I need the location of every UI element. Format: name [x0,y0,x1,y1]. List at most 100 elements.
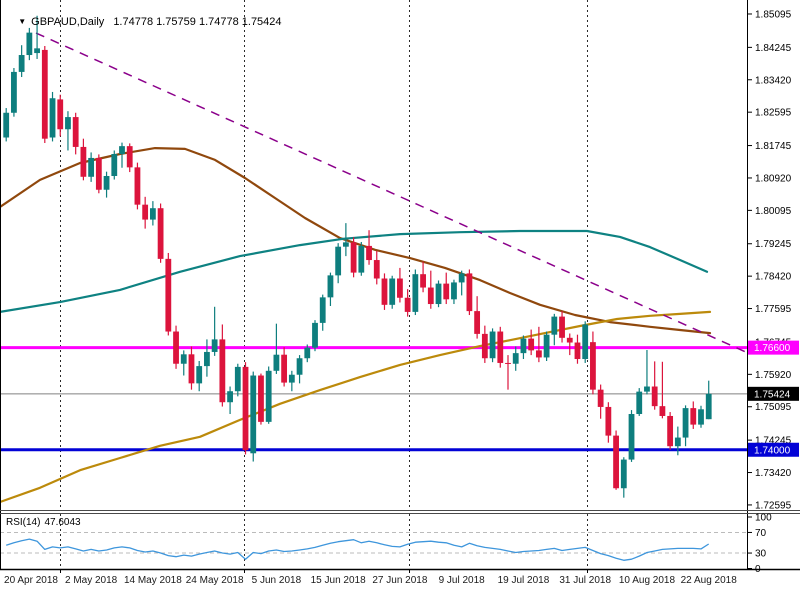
candle-bear [142,204,149,220]
candle-bull [149,208,156,220]
candle-bull [319,297,326,323]
ma-gold-line [0,310,712,504]
candle-bull [119,146,125,155]
candle-bull [296,358,303,375]
chart-title: ▼ GBPAUD,Daily 1.74778 1.75759 1.74778 1.7… [6,4,281,40]
candle-bear [590,342,596,390]
price-tag-label: 1.74000 [754,445,791,456]
candle-bull [458,273,465,283]
ma-teal-line [0,229,709,313]
symbol-dropdown-icon[interactable]: ▼ [18,17,27,26]
price-tick-label: 1.75920 [755,370,792,381]
candle-bear [397,278,403,298]
price-tick-label: 1.85095 [755,9,792,20]
date-label: 5 Jun 2018 [252,575,302,586]
candle-bull [698,409,704,425]
candle-bear [350,242,357,273]
candle-bear [165,258,172,332]
candle-bear [427,287,434,305]
candle-bull [227,391,233,403]
candle-bull [18,55,25,72]
rsi-tick-label: 70 [755,528,767,539]
price-tick-label: 1.83420 [755,75,792,86]
price-tick-label: 1.72595 [755,500,792,511]
date-label: 2 May 2018 [65,575,118,586]
candle-bear [528,338,535,351]
candle-bear [157,208,164,259]
candle-bull [551,316,558,335]
candle-bear [651,386,658,407]
candle-bull [88,157,95,177]
price-tick-label: 1.80095 [755,206,792,217]
candle-bear [574,342,581,360]
candle-bull [628,414,635,460]
candle-bear [134,167,141,205]
rsi-tick-label: 30 [755,549,767,560]
symbol-timeframe-label: GBPAUD,Daily [31,16,105,28]
candle-bull [644,386,650,392]
price-tick-label: 1.75095 [755,402,792,413]
candle-bull [358,245,365,273]
candle-bull [674,437,681,447]
candle-bull [389,278,396,305]
ma-brown-line [0,147,712,335]
rsi-indicator-label: RSI(14) 47.6043 [6,517,81,528]
date-label: 31 Jul 2018 [559,575,611,586]
candle-bull [11,71,17,113]
candle-bull [435,283,442,305]
candle-bull [620,459,627,489]
candle-bull [49,98,56,138]
candle-bear [219,339,226,403]
candle-bull [489,331,496,359]
candle-bear [667,415,674,447]
candle-bear [95,157,102,190]
date-label: 20 Apr 2018 [4,575,58,586]
date-label: 9 Jul 2018 [439,575,486,586]
candle-bull [327,275,334,298]
candle-bear [404,297,411,312]
rsi-tick-label: 100 [755,513,772,524]
candle-bull [234,366,241,392]
candle-bull [335,246,342,276]
candle-bear [281,354,288,383]
candle-bear [420,274,426,288]
candle-bear [559,316,565,338]
candle-bear [659,406,666,416]
date-label: 14 May 2018 [124,575,182,586]
candle-bull [682,408,689,438]
candle-bear [505,362,511,364]
date-label: 27 Jun 2018 [372,575,427,586]
candle-bear [57,99,64,130]
date-label: 19 Jul 2018 [498,575,550,586]
trendline-dashed[interactable] [35,32,751,355]
candle-bear [605,406,612,436]
candle-bear [613,435,619,489]
date-label: 22 Aug 2018 [681,575,738,586]
date-label: 24 May 2018 [186,575,244,586]
candle-bull [582,324,589,360]
candle-bull [451,282,457,300]
price-tick-label: 1.74245 [755,436,792,447]
candle-bear [481,333,488,359]
candle-bull [273,354,280,371]
price-tick-label: 1.78420 [755,272,792,283]
candle-bear [466,273,473,312]
price-tick-label: 1.80920 [755,173,792,184]
candle-bull [65,117,71,130]
candle-bear [373,260,380,279]
candle-bear [497,331,504,363]
candle-bull [265,370,272,422]
candle-bull [180,354,187,364]
candle-bull [204,351,210,367]
rsi-value: 47.6043 [44,517,81,528]
candle-bear [258,375,264,422]
price-tag-label: 1.76600 [754,343,791,354]
candle-bull [111,154,118,176]
candle-bear [566,337,573,343]
candle-bull [288,374,295,383]
candle-bull [412,274,419,312]
candle-bear [173,331,179,364]
candle-bull [705,393,712,420]
rsi-tick-label: 0 [755,564,761,575]
